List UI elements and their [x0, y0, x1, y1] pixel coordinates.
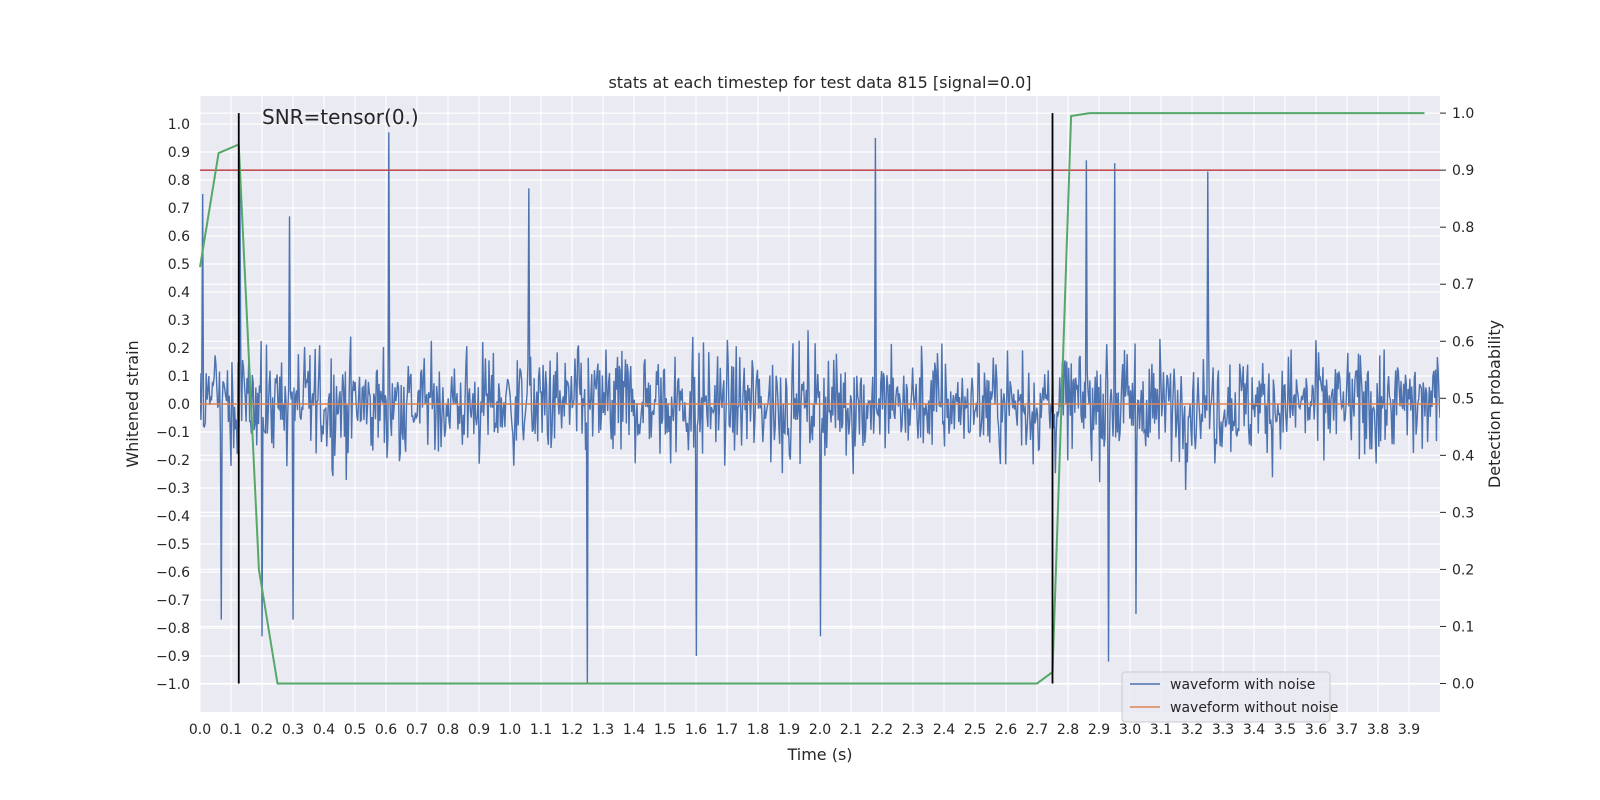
x-tick-label: 1.2: [561, 722, 583, 738]
chart-marks: [200, 132, 1440, 685]
y-tick-label: −0.6: [156, 565, 190, 581]
snr-annotation: SNR=tensor(0.): [262, 105, 419, 129]
legend-box: [1121, 671, 1331, 723]
tick-labels: 0.0 0.1 0.2 0.3 0.4 0.5 0.6 0.7 0.8 0.9 1.0 1.1 1.2 1…: [156, 106, 1474, 738]
y-tick-label: 0.4: [168, 285, 190, 301]
x-tick-label: 3.5: [1274, 722, 1296, 738]
y-tick-label: −0.9: [156, 649, 190, 665]
x-tick-label: 2.1: [840, 722, 862, 738]
x-tick-label: 1.3: [592, 722, 614, 738]
y-tick-label: −0.8: [156, 621, 190, 637]
y-tick-label: −0.4: [156, 509, 190, 525]
x-tick-label: 2.7: [1026, 722, 1048, 738]
y-tick-label: 0.1: [168, 369, 190, 385]
x-tick-label: 1.7: [716, 722, 738, 738]
x-tick-label: 3.7: [1336, 722, 1358, 738]
y-tick-label: −0.7: [156, 593, 190, 609]
y-tick-label: −1.0: [156, 677, 190, 693]
x-tick-label: 0.9: [468, 722, 490, 738]
x-tick-label: 2.6: [995, 722, 1017, 738]
y-tick-label: 1.0: [168, 117, 190, 133]
x-tick-label: 1.9: [778, 722, 800, 738]
x-tick-label: 2.3: [902, 722, 924, 738]
y2-tick-label: 0.2: [1452, 562, 1474, 578]
x-tick-label: 0.8: [437, 722, 459, 738]
x-tick-label: 3.4: [1243, 722, 1265, 738]
y-tick-label: 0.9: [168, 145, 190, 161]
y2-tick-label: 0.8: [1452, 220, 1474, 236]
x-tick-label: 3.8: [1367, 722, 1389, 738]
y-tick-label: −0.2: [156, 453, 190, 469]
x-tick-label: 1.1: [530, 722, 552, 738]
y2-axis-label: Detection probability: [1485, 320, 1504, 488]
x-tick-label: 3.2: [1181, 722, 1203, 738]
y2-tick-label: 0.5: [1452, 391, 1474, 407]
x-tick-label: 1.0: [499, 722, 521, 738]
x-tick-label: 1.4: [623, 722, 645, 738]
y-tick-label: 0.2: [168, 341, 190, 357]
x-tick-label: 0.2: [251, 722, 273, 738]
x-axis-label: Time (s): [786, 745, 852, 764]
y-tick-label: 0.6: [168, 229, 190, 245]
y-tick-label: 0.8: [168, 173, 190, 189]
x-tick-label: 1.8: [747, 722, 769, 738]
y2-tick-label: 1.0: [1452, 106, 1474, 122]
x-tick-label: 0.3: [282, 722, 304, 738]
x-tick-label: 2.9: [1088, 722, 1110, 738]
x-tick-label: 3.3: [1212, 722, 1234, 738]
x-tick-label: 2.8: [1057, 722, 1079, 738]
y-tick-label: 0.0: [168, 397, 190, 413]
series-waveform-with-noise: [200, 132, 1440, 685]
x-tick-label: 2.2: [871, 722, 893, 738]
x-tick-label: 3.1: [1150, 722, 1172, 738]
x-tick-label: 2.0: [809, 722, 831, 738]
y2-tick-label: 0.4: [1452, 448, 1474, 464]
y-tick-label: −0.3: [156, 481, 190, 497]
y2-tick-label: 0.3: [1452, 505, 1474, 521]
y-tick-label: 0.3: [168, 313, 190, 329]
x-tick-label: 0.7: [406, 722, 428, 738]
legend-entry-clean: waveform without noise: [1170, 700, 1338, 716]
x-tick-label: 3.6: [1305, 722, 1327, 738]
x-tick-label: 2.5: [964, 722, 986, 738]
x-tick-label: 0.0: [189, 722, 211, 738]
y-tick-label: −0.5: [156, 537, 190, 553]
x-tick-label: 0.1: [220, 722, 242, 738]
y-tick-label: 0.7: [168, 201, 190, 217]
y2-tick-label: 0.7: [1452, 277, 1474, 293]
y2-tick-label: 0.9: [1452, 163, 1474, 179]
x-tick-label: 2.4: [933, 722, 955, 738]
chart-title: stats at each timestep for test data 815…: [608, 73, 1031, 92]
y2-tick-label: 0.1: [1452, 619, 1474, 635]
y2-tick-label: 0.6: [1452, 334, 1474, 350]
x-tick-label: 1.5: [654, 722, 676, 738]
y2-tick-label: 0.0: [1452, 676, 1474, 692]
x-tick-label: 3.9: [1398, 722, 1420, 738]
y-tick-label: 0.5: [168, 257, 190, 273]
legend-entry-noise: waveform with noise: [1170, 677, 1315, 693]
x-tick-label: 0.6: [375, 722, 397, 738]
y-tick-label: −0.1: [156, 425, 190, 441]
x-tick-label: 1.6: [685, 722, 707, 738]
chart-overlay: [199, 112, 1440, 685]
x-tick-label: 0.4: [313, 722, 335, 738]
y-axis-label: Whitened strain: [123, 340, 142, 467]
x-tick-label: 0.5: [344, 722, 366, 738]
x-tick-label: 3.0: [1119, 722, 1141, 738]
legend: waveform with noise waveform without noi…: [1121, 671, 1338, 723]
